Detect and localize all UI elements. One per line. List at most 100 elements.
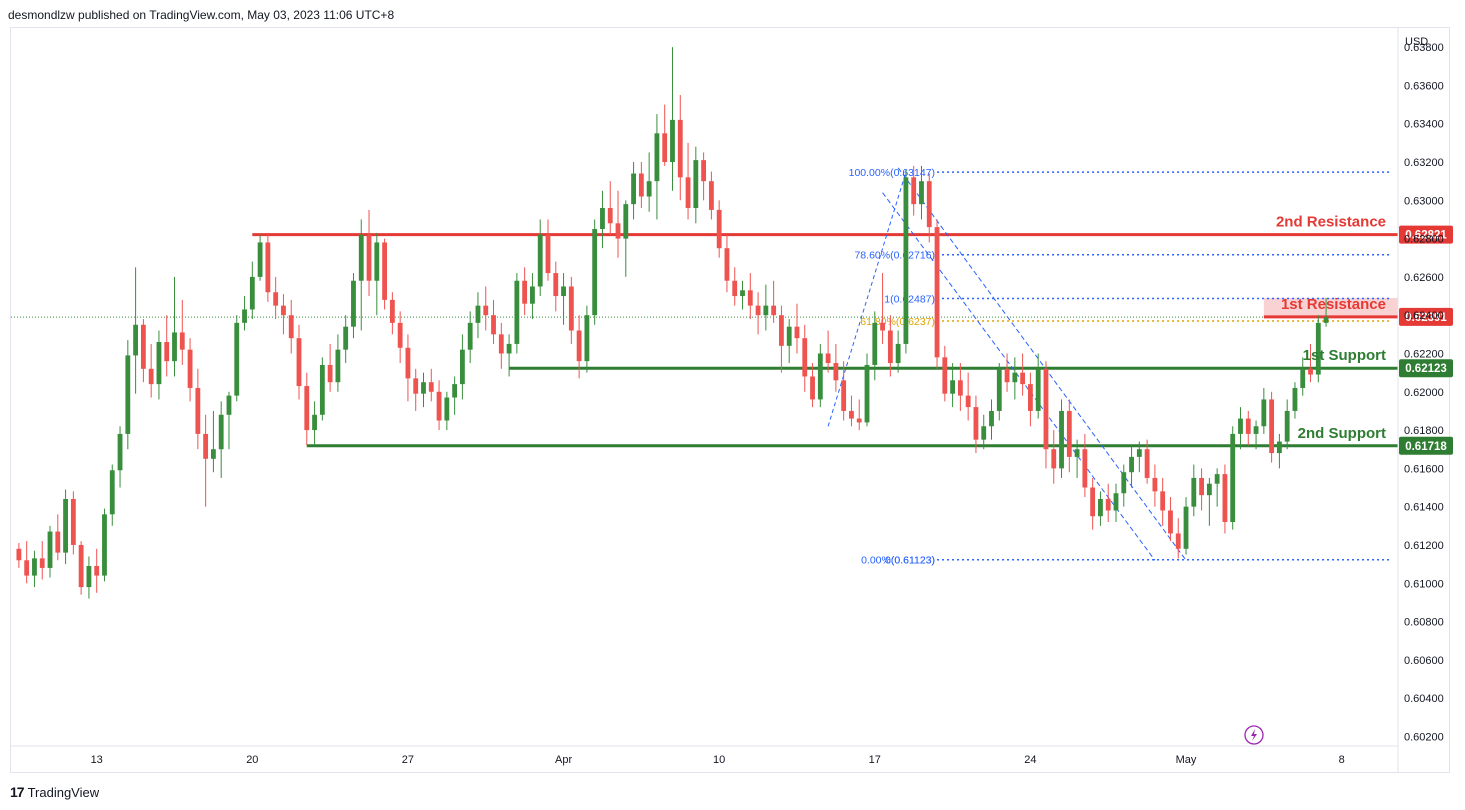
candle-body bbox=[810, 376, 815, 400]
price-tick-label: 0.63200 bbox=[1404, 157, 1444, 169]
candle-body bbox=[187, 349, 193, 388]
candle-body bbox=[685, 177, 691, 208]
candle-body bbox=[514, 280, 520, 344]
candle-body bbox=[1020, 372, 1026, 385]
candle-body bbox=[724, 248, 730, 281]
price-tick-label: 0.62000 bbox=[1404, 387, 1444, 399]
chart-frame bbox=[10, 27, 1450, 773]
candle-body bbox=[786, 326, 792, 346]
price-tag-bg bbox=[1399, 436, 1453, 455]
candle-body bbox=[833, 363, 839, 381]
candle-body bbox=[467, 322, 473, 350]
candle-body bbox=[1261, 399, 1267, 427]
candle-body bbox=[747, 290, 753, 306]
candle-body bbox=[1300, 368, 1306, 388]
candle-body bbox=[530, 286, 535, 304]
candle-body bbox=[957, 380, 963, 396]
level-name-label: 2nd Resistance bbox=[1276, 214, 1386, 231]
candle-body bbox=[226, 395, 232, 415]
candle-body bbox=[771, 305, 777, 316]
candle-body bbox=[389, 299, 395, 323]
level-name-label: 1st Support bbox=[1303, 347, 1386, 364]
candle-body bbox=[841, 380, 847, 411]
price-tick-label: 0.62800 bbox=[1404, 234, 1444, 246]
candle-body bbox=[70, 499, 76, 545]
candle-body bbox=[343, 326, 349, 350]
candle-body bbox=[140, 324, 146, 369]
candle-body bbox=[452, 384, 458, 398]
tradingview-logo-icon: 17 bbox=[10, 784, 25, 800]
candle-body bbox=[491, 315, 496, 335]
candle-body bbox=[273, 292, 279, 306]
candle-body bbox=[172, 332, 177, 362]
candle-body bbox=[989, 410, 994, 427]
candle-body bbox=[304, 386, 310, 431]
candle-body bbox=[895, 343, 901, 364]
price-tick-label: 0.63600 bbox=[1404, 80, 1444, 92]
candle-body bbox=[1269, 399, 1275, 454]
time-tick-label: 10 bbox=[713, 754, 725, 766]
lightning-icon[interactable] bbox=[1244, 725, 1264, 745]
candle-body bbox=[24, 560, 30, 576]
candle-body bbox=[1191, 477, 1197, 507]
price-tick-label: 0.60400 bbox=[1404, 693, 1444, 705]
candle-body bbox=[63, 499, 68, 553]
candle-body bbox=[965, 395, 971, 408]
candle-body bbox=[351, 280, 356, 327]
candle-body bbox=[444, 397, 450, 421]
candle-body bbox=[1059, 410, 1064, 469]
candle-body bbox=[631, 173, 636, 205]
candle-body bbox=[1004, 368, 1010, 383]
candle-body bbox=[592, 229, 598, 316]
candle-body bbox=[374, 242, 380, 281]
resistance-zone bbox=[1263, 297, 1398, 318]
candle-body bbox=[117, 433, 123, 471]
channel-upper-line bbox=[897, 167, 1187, 561]
price-tag-label: 0.62391 bbox=[1405, 312, 1447, 324]
candle-body bbox=[421, 382, 426, 394]
candle-body bbox=[654, 133, 660, 182]
time-tick-label: Apr bbox=[555, 754, 572, 766]
candle-body bbox=[1152, 477, 1158, 492]
candle-body bbox=[950, 380, 956, 394]
candle-body bbox=[312, 414, 317, 431]
level-labels: 2nd Resistance 0.62821 1st Resistance 0.623… bbox=[1276, 214, 1453, 455]
candle-body bbox=[1245, 418, 1251, 434]
price-tick-label: 0.61400 bbox=[1404, 502, 1444, 514]
price-tick-label: 0.63000 bbox=[1404, 195, 1444, 207]
time-axis: 13 20 27 Apr 10 17 24 May 8 bbox=[91, 754, 1345, 766]
price-tick-label: 0.60600 bbox=[1404, 655, 1444, 667]
time-tick-label: 24 bbox=[1024, 754, 1036, 766]
candle-body bbox=[794, 326, 800, 339]
candle-body bbox=[1323, 317, 1329, 323]
time-tick-label: 20 bbox=[246, 754, 258, 766]
candle-body bbox=[296, 338, 302, 387]
candle-body bbox=[545, 234, 551, 274]
candle-body bbox=[911, 177, 917, 205]
candle-body bbox=[109, 470, 115, 515]
candle-body bbox=[973, 407, 979, 440]
candle-body bbox=[708, 181, 714, 210]
candle-body bbox=[849, 410, 854, 419]
price-tag-label: 0.62123 bbox=[1405, 363, 1447, 375]
price-tick-label: 0.61600 bbox=[1404, 463, 1444, 475]
candle-body bbox=[856, 418, 862, 423]
candle-body bbox=[319, 364, 325, 415]
level-name-label: 2nd Support bbox=[1298, 425, 1386, 442]
candle-body bbox=[677, 119, 683, 178]
price-tag-bg bbox=[1399, 307, 1453, 326]
candle-body bbox=[265, 242, 271, 293]
candle-body bbox=[1136, 449, 1142, 457]
candle-body bbox=[880, 322, 885, 331]
candle-body bbox=[1066, 410, 1072, 457]
candle-body bbox=[125, 355, 131, 434]
candle-body bbox=[327, 364, 333, 383]
support-resistance-levels bbox=[11, 233, 1398, 448]
fibonacci-levels: 100.00%(0.63147) 78.60%(0.62716) 1(0.62487… bbox=[827, 167, 1392, 567]
price-tag-label: 0.62821 bbox=[1405, 230, 1447, 242]
tradingview-logo[interactable]: 17 TradingView bbox=[10, 784, 99, 800]
fib-level-label: 1(0.62487) bbox=[884, 294, 935, 306]
time-tick-label: 8 bbox=[1339, 754, 1345, 766]
candle-body bbox=[872, 322, 878, 365]
